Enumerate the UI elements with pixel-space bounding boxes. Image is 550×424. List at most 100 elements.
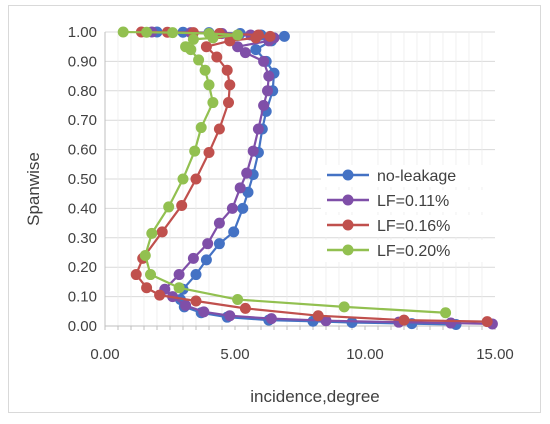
data-point [163, 201, 175, 213]
data-point [141, 26, 153, 38]
x-tick-label: 0.00 [90, 346, 119, 363]
data-point [173, 269, 185, 281]
series-layer [117, 26, 498, 331]
data-point [250, 44, 262, 56]
legend-swatch-marker [342, 194, 354, 206]
data-point [211, 51, 223, 63]
y-tick-label: 0.70 [68, 112, 97, 129]
data-point [203, 27, 215, 39]
y-tick-label: 0.10 [68, 289, 97, 306]
chart-frame: 0.00 0.10 0.20 0.30 0.40 0.50 0.60 0.70 0.80 0.90… [8, 5, 541, 413]
data-point [213, 123, 225, 135]
data-point [265, 313, 277, 325]
data-point [258, 55, 270, 67]
axis-layer: 0.00 0.10 0.20 0.30 0.40 0.50 0.60 0.70 0.80 0.90… [68, 24, 514, 363]
y-tick-label: 0.60 [68, 142, 97, 159]
x-axis-label: incidence,degree [250, 387, 379, 406]
x-tick-label: 5.00 [220, 346, 249, 363]
legend-bg [321, 240, 511, 262]
y-tick-label: 0.00 [68, 318, 97, 335]
data-point [190, 173, 202, 185]
data-point [262, 85, 273, 97]
data-point [338, 301, 350, 313]
x-tick-label: 15.00 [476, 346, 514, 363]
data-point [263, 70, 275, 82]
data-point [187, 252, 199, 264]
legend-swatch-marker [342, 169, 354, 181]
data-point [445, 317, 457, 329]
data-point [278, 30, 290, 42]
data-point [481, 316, 493, 328]
data-point [207, 97, 219, 109]
legend-swatch-marker [342, 244, 354, 256]
data-point [176, 199, 188, 211]
data-point [190, 269, 202, 281]
legend: no-leakage LF=0.11% LF=0.16% LF=0.20% [321, 165, 511, 262]
data-point [187, 33, 199, 45]
y-tick-label: 0.40 [68, 200, 97, 217]
data-point [440, 307, 452, 319]
data-point [145, 269, 156, 281]
legend-bg [321, 165, 511, 187]
data-point [199, 64, 211, 76]
data-point [189, 145, 201, 157]
y-tick-label: 0.80 [68, 83, 97, 100]
legend-item: LF=0.11% [321, 190, 511, 212]
data-point [146, 227, 158, 239]
y-tick-label: 1.00 [68, 24, 97, 41]
data-point [398, 314, 410, 326]
data-point [200, 254, 212, 266]
data-point [173, 282, 185, 294]
data-point [117, 26, 129, 38]
data-point [346, 316, 358, 328]
data-point [223, 97, 234, 109]
data-point [203, 79, 215, 91]
data-point [221, 64, 233, 76]
data-point [154, 289, 166, 301]
data-point [252, 123, 264, 135]
data-point [130, 269, 142, 281]
legend-label: no-leakage [377, 168, 456, 185]
data-point [141, 282, 153, 294]
data-point [237, 202, 249, 214]
legend-label: LF=0.16% [377, 218, 450, 235]
data-point [232, 41, 244, 53]
data-point [180, 299, 192, 311]
y-tick-label: 0.30 [68, 230, 97, 247]
data-point [190, 295, 202, 307]
data-point [247, 145, 259, 157]
data-point [139, 249, 151, 261]
data-point [224, 79, 236, 91]
data-point [203, 147, 215, 159]
data-point [213, 217, 225, 229]
data-point [239, 47, 251, 59]
legend-label: LF=0.20% [377, 243, 450, 260]
data-point [228, 226, 240, 238]
data-point [252, 29, 264, 41]
series-lf-0-20- [117, 26, 452, 319]
y-tick-label: 0.50 [68, 171, 97, 188]
data-point [177, 173, 189, 185]
x-tick-label: 10.00 [346, 346, 384, 363]
y-tick-label: 0.90 [68, 53, 97, 70]
data-point [234, 182, 246, 194]
data-point [224, 35, 236, 47]
data-point [264, 30, 276, 42]
data-point [180, 41, 192, 53]
data-point [232, 29, 244, 41]
legend-item: no-leakage [321, 165, 511, 187]
data-point [241, 167, 253, 179]
data-point [156, 226, 168, 238]
legend-swatch-marker [342, 219, 354, 231]
chart: 0.00 0.10 0.20 0.30 0.40 0.50 0.60 0.70 0.80 0.90… [24, 24, 514, 406]
data-point [258, 100, 270, 111]
legend-item: LF=0.16% [321, 215, 511, 237]
legend-label: LF=0.11% [377, 193, 449, 210]
data-point [167, 27, 179, 39]
data-point [198, 306, 210, 318]
y-axis-label: Spanwise [24, 152, 43, 226]
legend-bg [321, 190, 511, 212]
data-point [239, 302, 251, 314]
data-point [213, 238, 225, 250]
legend-item: LF=0.20% [321, 240, 511, 262]
